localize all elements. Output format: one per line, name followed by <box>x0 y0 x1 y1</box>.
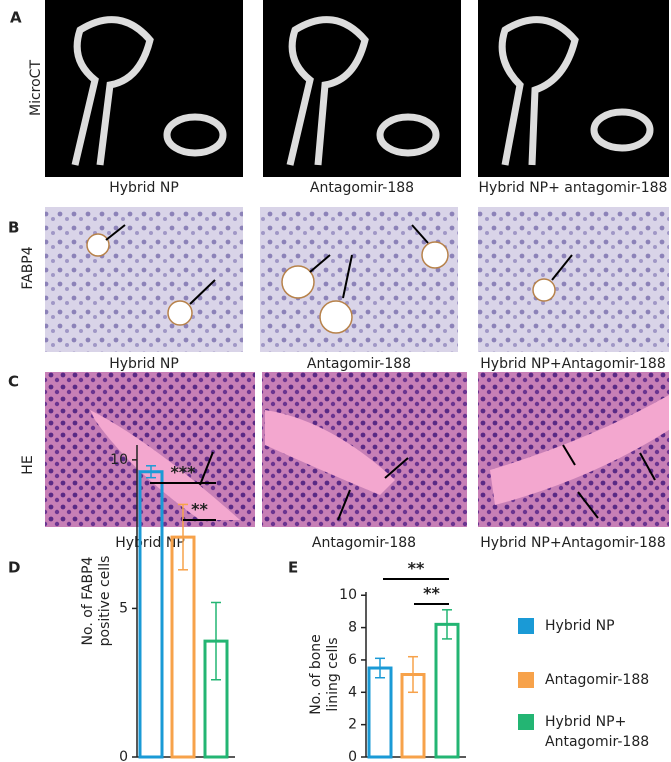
significance-label: ** <box>423 584 440 603</box>
y-axis-label: positive cells <box>97 556 113 647</box>
y-axis-label: lining cells <box>325 637 341 711</box>
y-tick-label: 0 <box>119 749 128 762</box>
y-tick-label: 4 <box>348 684 357 700</box>
significance-label: ** <box>408 559 425 578</box>
panel-letter: A <box>10 9 22 27</box>
legend-swatch <box>518 672 534 688</box>
legend-swatch <box>518 618 534 634</box>
row-label: FABP4 <box>20 246 36 289</box>
bar <box>367 666 393 759</box>
image-caption: Hybrid NP+Antagomir-188 <box>480 356 665 372</box>
y-axis-label: No. of bone <box>308 634 324 715</box>
image-caption: Hybrid NP+Antagomir-188 <box>480 535 665 551</box>
y-tick-label: 10 <box>110 452 128 468</box>
legend-label: Hybrid NP+ <box>545 714 626 730</box>
y-axis-label: No. of FABP4 <box>80 556 96 645</box>
y-tick-label: 10 <box>339 587 357 603</box>
y-tick-label: 0 <box>348 749 357 762</box>
error-bar <box>408 655 418 694</box>
he-images <box>45 372 669 527</box>
significance-label: ** <box>191 500 208 519</box>
image-caption: Hybrid NP <box>109 356 179 372</box>
panel-letter: E <box>288 559 298 577</box>
legend-label: Hybrid NP <box>545 618 615 634</box>
image-caption: Hybrid NP <box>109 180 179 196</box>
image-caption: Antagomir-188 <box>307 356 411 372</box>
panel-letter: D <box>8 559 20 577</box>
error-bar <box>211 601 221 681</box>
error-bar <box>375 657 385 679</box>
panel-letter: B <box>8 219 19 237</box>
error-bar <box>442 609 452 640</box>
legend-label: Antagomir-188 <box>545 672 649 688</box>
image-caption: Hybrid NP <box>115 535 185 551</box>
fabp4-images <box>45 207 669 352</box>
error-bar <box>178 503 188 571</box>
image-caption: Antagomir-188 <box>312 535 416 551</box>
row-label: MicroCT <box>28 60 44 116</box>
legend-label: Antagomir-188 <box>545 734 649 750</box>
significance-label: *** <box>170 463 196 482</box>
y-tick-label: 5 <box>119 600 128 616</box>
legend-swatch <box>518 714 534 730</box>
image-caption: Antagomir-188 <box>310 180 414 196</box>
microct-images <box>45 0 669 177</box>
panel-letter: C <box>8 373 19 391</box>
error-bar <box>146 465 156 479</box>
y-tick-label: 2 <box>348 717 357 733</box>
bar <box>434 622 460 759</box>
y-tick-label: 8 <box>348 620 357 636</box>
row-label: HE <box>20 455 36 474</box>
image-caption: Hybrid NP+ antagomir-188 <box>479 180 668 196</box>
y-tick-label: 6 <box>348 652 357 668</box>
